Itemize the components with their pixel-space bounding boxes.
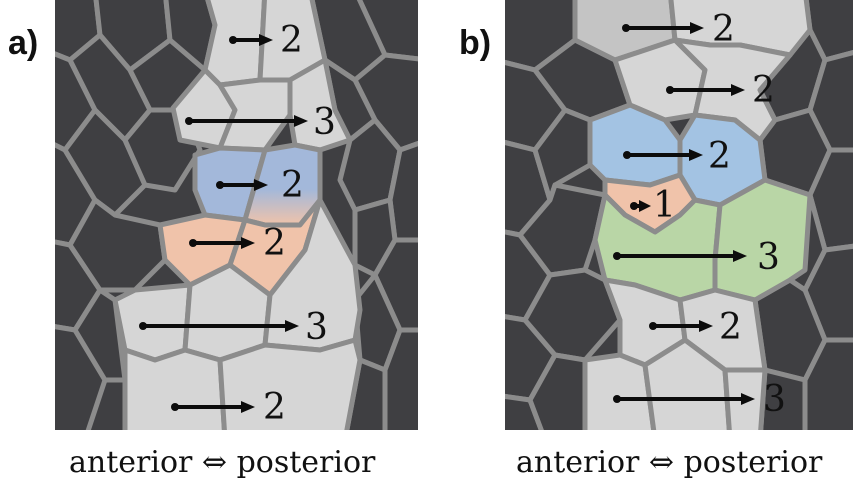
arrow-b-row5-count: 3 xyxy=(757,237,780,278)
arrow-b-row2-tail xyxy=(666,86,674,94)
arrow-a-row4-head xyxy=(241,237,255,249)
cell-a-row2-mid xyxy=(217,77,293,153)
panel-b-label: b) xyxy=(459,24,492,62)
arrow-a-row1-count: 2 xyxy=(280,20,303,61)
cell-a-row6-right xyxy=(217,337,363,430)
panel-a-label: a) xyxy=(8,24,39,62)
arrow-b-row3-tail xyxy=(623,151,631,159)
background-cells xyxy=(505,0,853,430)
arrow-a-row6-count: 2 xyxy=(263,387,286,428)
arrow-a-row6-tail xyxy=(171,403,179,411)
arrow-b-row1-count: 2 xyxy=(712,9,735,50)
arrows-a: 2 3 2 2 3 2 xyxy=(139,20,336,428)
arrow-b-row7-count: 3 xyxy=(763,379,786,420)
arrow-b-row6-head xyxy=(699,320,713,332)
panel-a-caption: anterior ⇔ posterior xyxy=(69,445,376,480)
arrow-b-row1-head xyxy=(690,22,704,34)
arrow-a-row4-tail xyxy=(189,239,197,247)
cell-b-row5-right xyxy=(712,177,813,303)
arrow-b-row4-tail xyxy=(630,202,638,210)
arrow-b-row7-head xyxy=(741,393,755,405)
arrow-a-row1-head xyxy=(259,34,273,46)
arrow-b-row6-tail xyxy=(649,322,657,330)
arrow-a-row2-count: 3 xyxy=(313,102,336,143)
arrow-a-row1-tail xyxy=(229,36,237,44)
labeled-cells xyxy=(112,0,363,430)
arrow-b-row3-count: 2 xyxy=(708,136,731,177)
arrow-b-row7-tail xyxy=(613,395,621,403)
arrow-a-row5-head xyxy=(285,320,299,332)
arrow-b-row2-head xyxy=(731,84,745,96)
panel-b-caption: anterior ⇔ posterior xyxy=(516,445,823,480)
arrow-b-row4-head xyxy=(639,200,651,212)
arrow-b-row3-head xyxy=(689,149,703,161)
panel-a-tissue: 2 3 2 2 3 2 xyxy=(55,0,418,430)
arrow-b-row2-count: 2 xyxy=(752,70,775,111)
arrow-a-row2-head xyxy=(294,115,308,127)
arrow-a-row3-count: 2 xyxy=(281,165,304,206)
arrow-a-row6-head xyxy=(241,401,255,413)
arrow-a-row2-tail xyxy=(185,117,193,125)
arrow-b-row4-count: 1 xyxy=(653,185,676,226)
arrow-b-row6-count: 2 xyxy=(719,307,742,348)
cell-a-row6-left xyxy=(122,347,227,430)
arrow-b-row1-tail xyxy=(622,24,630,32)
arrows-b: 2 2 2 1 3 2 3 xyxy=(613,9,786,420)
arrow-a-row5-count: 3 xyxy=(305,307,328,348)
arrow-a-row3-tail xyxy=(216,181,224,189)
arrow-a-row5-tail xyxy=(139,322,147,330)
arrow-a-row4-count: 2 xyxy=(263,223,286,264)
arrow-b-row5-head xyxy=(733,250,747,262)
arrow-a-row3-head xyxy=(254,179,268,191)
panel-b-tissue: 2 2 2 1 3 2 3 xyxy=(505,0,853,430)
arrow-b-row5-tail xyxy=(613,252,621,260)
